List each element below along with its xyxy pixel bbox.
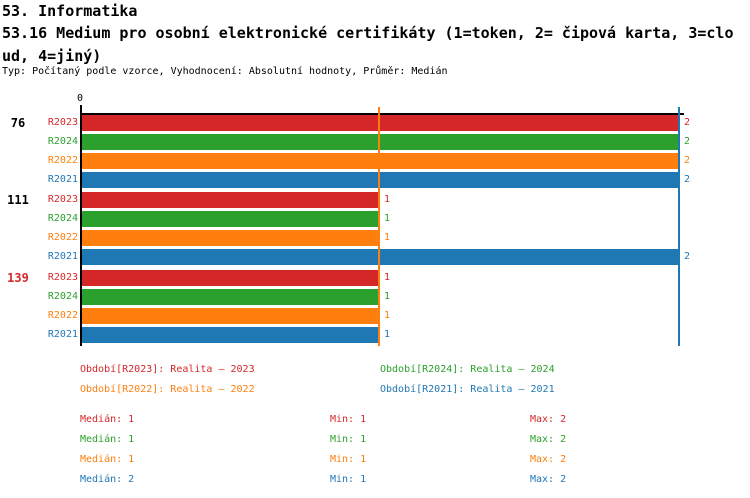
bar: [82, 249, 678, 265]
legend-item-r2023: Období[R2023]: Realita – 2023: [80, 364, 255, 375]
indicator-meta: Typ: Počítaný podle vzorce, Vyhodnocení:…: [2, 66, 448, 77]
legend: Období[R2023]: Realita – 2023 Období[R20…: [80, 364, 740, 406]
series-label: R2022: [47, 155, 78, 166]
group-label: 139: [7, 271, 29, 285]
bar-value-label: 1: [384, 232, 391, 243]
bar-value-label: 1: [384, 329, 391, 340]
bar: [82, 289, 378, 305]
series-label: R2024: [47, 213, 78, 224]
median-value: Medián: 2: [80, 474, 135, 485]
stats-row-r2024: Medián: 1 Min: 1 Max: 2: [80, 434, 740, 454]
series-label: R2021: [47, 174, 78, 185]
max-value: Max: 2: [530, 454, 567, 465]
bar: [82, 153, 678, 169]
bar-value-label: 2: [684, 174, 691, 185]
series-label: R2022: [47, 310, 78, 321]
series-label: R2023: [47, 117, 78, 128]
series-label: R2024: [47, 136, 78, 147]
series-label: R2021: [47, 251, 78, 262]
min-value: Min: 1: [330, 434, 367, 445]
series-label: R2021: [47, 329, 78, 340]
stats-table: Medián: 1 Min: 1 Max: 2 Medián: 1 Min: 1…: [80, 414, 740, 498]
median-line: [378, 107, 380, 346]
bar-value-label: 2: [684, 136, 691, 147]
bar-value-label: 2: [684, 155, 691, 166]
group-label: 111: [7, 193, 29, 207]
legend-item-r2024: Období[R2024]: Realita – 2024: [380, 364, 555, 375]
bar-value-label: 2: [684, 251, 691, 262]
median-value: Medián: 1: [80, 454, 135, 465]
bar-value-label: 1: [384, 310, 391, 321]
bar: [82, 115, 678, 131]
median-value: Medián: 1: [80, 414, 135, 425]
bar: [82, 230, 378, 246]
bar: [82, 308, 378, 324]
min-value: Min: 1: [330, 454, 367, 465]
series-label: R2023: [47, 194, 78, 205]
bar-value-label: 2: [684, 117, 691, 128]
x-axis-line: [80, 113, 684, 115]
x-axis-zero-label: 0: [76, 93, 84, 104]
stats-row-r2021: Medián: 2 Min: 1 Max: 2: [80, 474, 740, 494]
indicator-title-line1: 53.16 Medium pro osobní elektronické cer…: [2, 24, 734, 42]
series-label: R2023: [47, 272, 78, 283]
bar: [82, 270, 378, 286]
bar-value-label: 1: [384, 213, 391, 224]
bar-value-label: 1: [384, 272, 391, 283]
series-label: R2022: [47, 232, 78, 243]
bar: [82, 172, 678, 188]
bar: [82, 327, 378, 343]
max-value: Max: 2: [530, 434, 567, 445]
series-label: R2024: [47, 291, 78, 302]
stats-row-r2022: Medián: 1 Min: 1 Max: 2: [80, 454, 740, 474]
section-title: 53. Informatika: [2, 2, 138, 20]
y-axis-line: [80, 105, 82, 346]
max-value: Max: 2: [530, 474, 567, 485]
median-value: Medián: 1: [80, 434, 135, 445]
legend-item-r2021: Období[R2021]: Realita – 2021: [380, 384, 555, 395]
bar: [82, 192, 378, 208]
group-label: 76: [10, 116, 26, 130]
min-value: Min: 1: [330, 414, 367, 425]
legend-item-r2022: Období[R2022]: Realita – 2022: [80, 384, 255, 395]
bar: [82, 211, 378, 227]
stats-row-r2023: Medián: 1 Min: 1 Max: 2: [80, 414, 740, 434]
indicator-title-line2: ud, 4=jiný): [2, 47, 102, 65]
max-value: Max: 2: [530, 414, 567, 425]
median-line: [678, 107, 680, 346]
bar-value-label: 1: [384, 194, 391, 205]
bar-value-label: 1: [384, 291, 391, 302]
min-value: Min: 1: [330, 474, 367, 485]
bar: [82, 134, 678, 150]
